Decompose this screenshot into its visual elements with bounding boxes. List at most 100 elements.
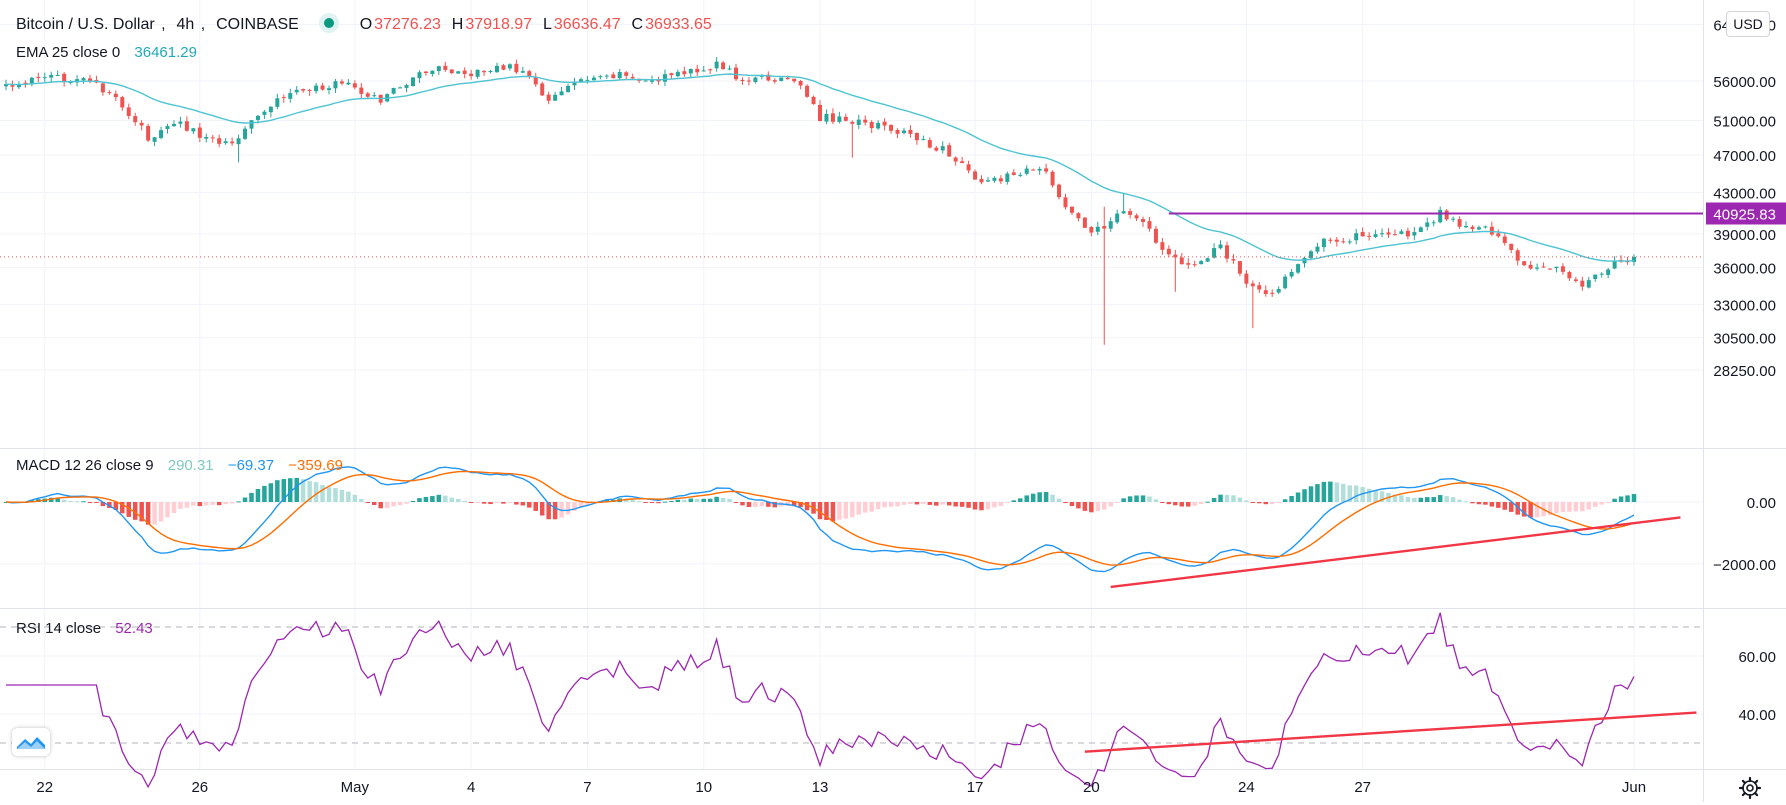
candle-body[interactable] <box>966 164 971 171</box>
candle-body[interactable] <box>688 68 693 74</box>
candle-body[interactable] <box>68 82 73 84</box>
candle-body[interactable] <box>1509 243 1514 250</box>
candle-body[interactable] <box>275 98 280 107</box>
candle-body[interactable] <box>1444 210 1449 220</box>
candle-body[interactable] <box>843 116 848 121</box>
candle-body[interactable] <box>1341 241 1346 243</box>
rsi-trendline[interactable] <box>1084 711 1697 753</box>
candle-body[interactable] <box>1179 257 1184 265</box>
candle-body[interactable] <box>527 71 532 77</box>
candle-body[interactable] <box>391 88 396 94</box>
candle-body[interactable] <box>494 65 499 73</box>
price-pane[interactable] <box>0 57 1703 345</box>
candle-body[interactable] <box>449 69 454 74</box>
candle-body[interactable] <box>953 157 958 162</box>
candle-body[interactable] <box>1464 225 1469 228</box>
candle-body[interactable] <box>1160 242 1165 250</box>
candle-body[interactable] <box>1057 184 1062 198</box>
candle-body[interactable] <box>1270 292 1275 294</box>
candle-body[interactable] <box>398 87 403 89</box>
candle-body[interactable] <box>591 77 596 81</box>
candle-body[interactable] <box>805 85 810 97</box>
candle-body[interactable] <box>1018 174 1023 176</box>
candle-body[interactable] <box>1380 233 1385 235</box>
candle-body[interactable] <box>973 171 978 180</box>
candle-body[interactable] <box>1128 211 1133 215</box>
candle-body[interactable] <box>81 78 86 81</box>
candle-body[interactable] <box>133 116 138 123</box>
candle-body[interactable] <box>352 83 357 88</box>
candle-body[interactable] <box>223 141 228 144</box>
candle-body[interactable] <box>171 123 176 127</box>
candle-body[interactable] <box>1535 267 1540 269</box>
ema-legend[interactable]: EMA 25 close 0 36461.29 <box>16 44 199 61</box>
candle-body[interactable] <box>617 72 622 79</box>
candle-body[interactable] <box>675 71 680 77</box>
candle-body[interactable] <box>1593 274 1598 280</box>
candle-body[interactable] <box>469 73 474 77</box>
candle-body[interactable] <box>482 71 487 73</box>
candle-body[interactable] <box>436 66 441 72</box>
candle-body[interactable] <box>650 80 655 82</box>
macd-trendline[interactable] <box>1110 516 1681 589</box>
candle-body[interactable] <box>1250 283 1255 287</box>
candle-body[interactable] <box>423 71 428 74</box>
candle-body[interactable] <box>411 77 415 87</box>
candle-body[interactable] <box>359 87 364 94</box>
candle-body[interactable] <box>1134 215 1139 219</box>
candle-body[interactable] <box>1502 236 1507 243</box>
candle-body[interactable] <box>960 161 965 164</box>
candle-body[interactable] <box>178 121 183 124</box>
candle-body[interactable] <box>301 89 306 91</box>
candle-body[interactable] <box>1606 269 1611 275</box>
candle-body[interactable] <box>772 80 777 82</box>
candle-body[interactable] <box>456 71 461 74</box>
candle-body[interactable] <box>792 78 797 82</box>
candle-body[interactable] <box>507 64 512 69</box>
candle-body[interactable] <box>1289 271 1294 277</box>
candle-body[interactable] <box>197 127 202 138</box>
candle-body[interactable] <box>1580 280 1585 287</box>
candle-body[interactable] <box>701 70 706 72</box>
candle-body[interactable] <box>152 137 157 142</box>
candle-body[interactable] <box>1367 235 1372 237</box>
candle-body[interactable] <box>462 70 467 74</box>
candle-body[interactable] <box>1121 211 1126 214</box>
candle-body[interactable] <box>16 83 21 88</box>
candle-body[interactable] <box>1102 226 1107 229</box>
candle-body[interactable] <box>727 68 732 70</box>
macd-line[interactable] <box>5 466 1635 573</box>
candle-body[interactable] <box>1548 268 1553 270</box>
candle-body[interactable] <box>779 77 784 81</box>
candle-body[interactable] <box>1218 244 1223 249</box>
candle-body[interactable] <box>1586 280 1591 288</box>
candle-body[interactable] <box>1115 213 1120 223</box>
candle-body[interactable] <box>721 62 726 70</box>
candle-body[interactable] <box>1470 226 1475 230</box>
candle-body[interactable] <box>740 79 745 82</box>
candle-body[interactable] <box>1205 258 1210 262</box>
candle-body[interactable] <box>107 92 112 94</box>
candle-body[interactable] <box>979 178 984 183</box>
candle-body[interactable] <box>798 80 803 86</box>
candle-body[interactable] <box>262 111 267 115</box>
candle-body[interactable] <box>1231 259 1236 261</box>
candle-body[interactable] <box>23 82 28 84</box>
candle-body[interactable] <box>669 73 674 76</box>
candle-body[interactable] <box>210 137 215 139</box>
candle-body[interactable] <box>1528 264 1533 269</box>
candle-body[interactable] <box>1496 233 1501 237</box>
candle-body[interactable] <box>36 76 41 78</box>
candle-body[interactable] <box>1412 232 1417 236</box>
candle-body[interactable] <box>294 89 299 93</box>
symbol-name[interactable]: Bitcoin / U.S. Dollar <box>16 16 155 33</box>
candle-body[interactable] <box>553 94 558 101</box>
candle-body[interactable] <box>1354 233 1359 241</box>
candle-body[interactable] <box>501 65 506 70</box>
candle-body[interactable] <box>540 83 545 96</box>
candle-body[interactable] <box>766 74 771 81</box>
candle-body[interactable] <box>243 128 248 139</box>
candle-body[interactable] <box>314 85 319 92</box>
interval[interactable]: 4h <box>176 16 195 33</box>
candle-body[interactable] <box>10 85 15 87</box>
